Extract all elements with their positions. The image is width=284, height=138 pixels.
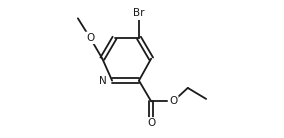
Text: O: O — [147, 118, 155, 128]
Text: O: O — [86, 33, 94, 43]
Text: N: N — [99, 76, 107, 86]
Text: Br: Br — [133, 8, 145, 18]
Text: O: O — [169, 96, 177, 106]
